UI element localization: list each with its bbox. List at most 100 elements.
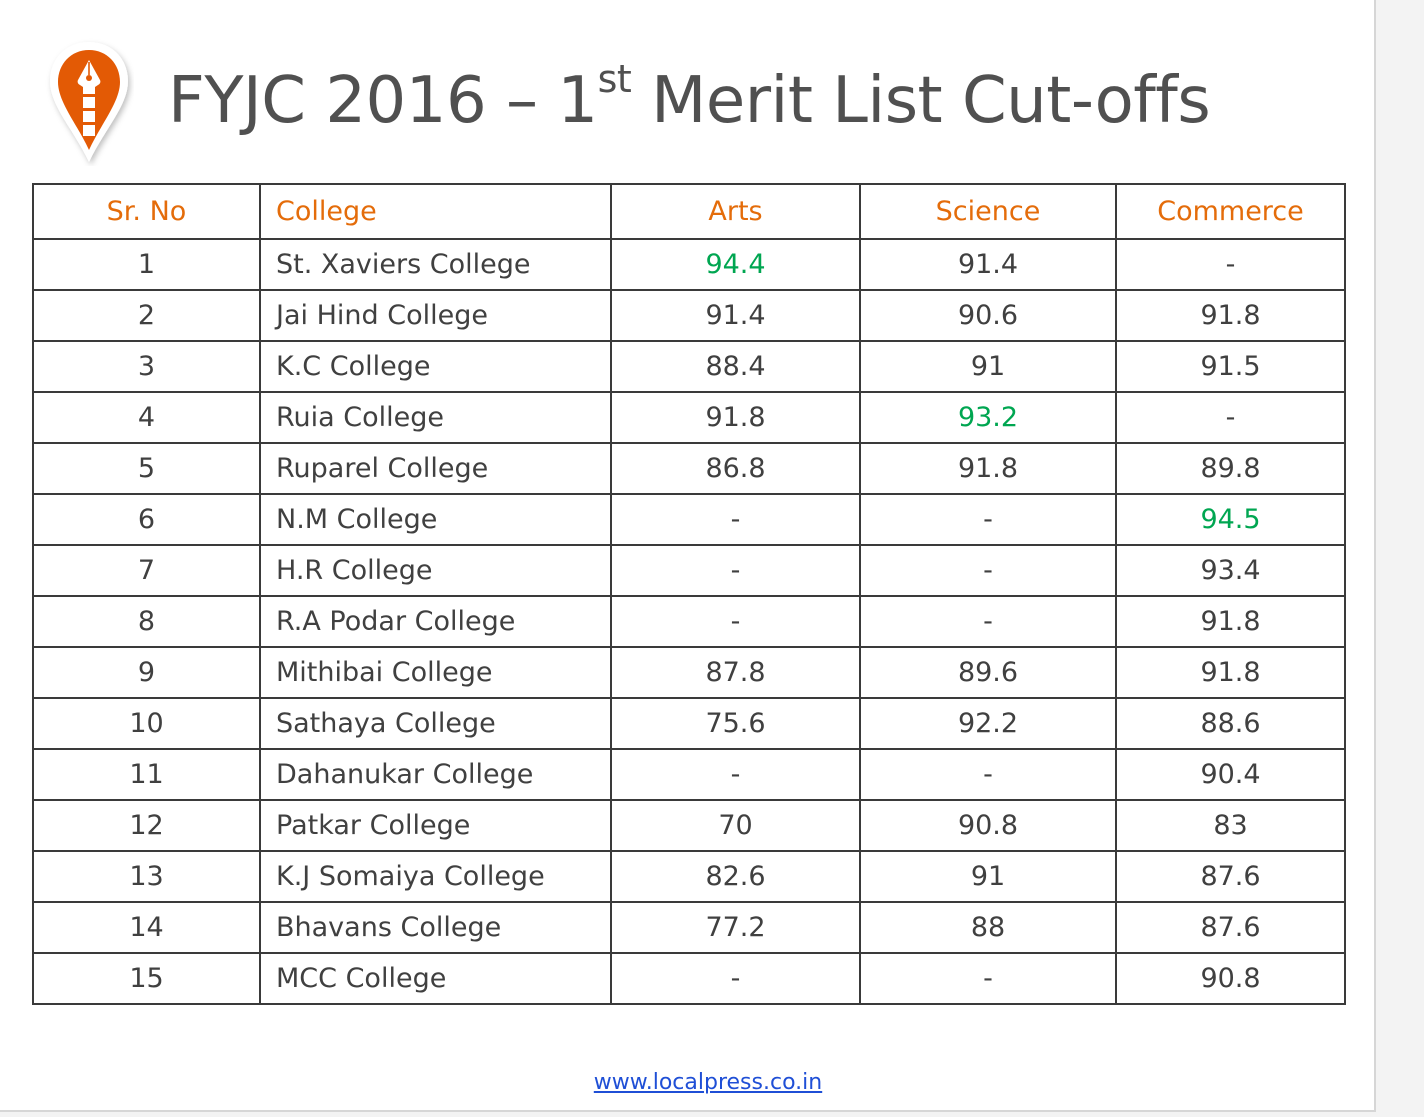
cell-college: Ruia College — [259, 391, 612, 444]
cell-science: - — [859, 952, 1117, 1005]
table-row: 7 H.R College - -93.4 — [32, 544, 1346, 597]
cell-college: Jai Hind College — [259, 289, 612, 342]
cell-arts: - — [610, 493, 861, 546]
table-row: 6 N.M College - -94.5 — [32, 493, 1346, 546]
cell-sr-no: 9 — [32, 646, 261, 699]
page-title: FYJC 2016 – 1st Merit List Cut-offs — [168, 56, 1211, 146]
cell-sr-no: 5 — [32, 442, 261, 495]
location-pin-pen-logo-icon — [50, 42, 128, 162]
cell-science: - — [859, 544, 1117, 597]
cell-commerce: 91.8 — [1115, 289, 1346, 342]
cell-sr-no: 10 — [32, 697, 261, 750]
cell-college: Mithibai College — [259, 646, 612, 699]
cell-commerce: 89.8 — [1115, 442, 1346, 495]
cell-science: 91 — [859, 850, 1117, 903]
cell-science: 91.4 — [859, 238, 1117, 291]
cell-science: 89.6 — [859, 646, 1117, 699]
header-science: Science — [859, 183, 1117, 240]
cell-arts: 94.4 — [610, 238, 861, 291]
header-arts: Arts — [610, 183, 861, 240]
cell-commerce: 90.8 — [1115, 952, 1346, 1005]
cell-commerce: - — [1115, 391, 1346, 444]
cell-sr-no: 3 — [32, 340, 261, 393]
cell-sr-no: 12 — [32, 799, 261, 852]
cell-sr-no: 13 — [32, 850, 261, 903]
cell-college: N.M College — [259, 493, 612, 546]
cell-arts: - — [610, 748, 861, 801]
cell-sr-no: 1 — [32, 238, 261, 291]
cell-college: Dahanukar College — [259, 748, 612, 801]
cell-commerce: 87.6 — [1115, 901, 1346, 954]
cell-science: - — [859, 493, 1117, 546]
cell-arts: 75.6 — [610, 697, 861, 750]
table-row: 1 St. Xaviers College 94.4 91.4- — [32, 238, 1346, 291]
cell-commerce: 91.5 — [1115, 340, 1346, 393]
table-row: 4 Ruia College 91.8 93.2- — [32, 391, 1346, 444]
table-row: 5 Ruparel College 86.8 91.8 89.8 — [32, 442, 1346, 495]
cell-sr-no: 4 — [32, 391, 261, 444]
cell-arts: 82.6 — [610, 850, 861, 903]
cell-sr-no: 7 — [32, 544, 261, 597]
table-body: 1 St. Xaviers College 94.4 91.4-2 Jai Hind C… — [32, 238, 1346, 1005]
table-row: 14 Bhavans College 77.2 88 87.6 — [32, 901, 1346, 954]
cell-college: K.C College — [259, 340, 612, 393]
header-sr-no: Sr. No — [32, 183, 261, 240]
cell-college: St. Xaviers College — [259, 238, 612, 291]
table-header-row: Sr. No College Arts Science Commerce — [32, 183, 1346, 240]
cell-commerce: 91.8 — [1115, 646, 1346, 699]
cell-commerce: 91.8 — [1115, 595, 1346, 648]
cell-science: - — [859, 748, 1117, 801]
cell-sr-no: 11 — [32, 748, 261, 801]
cell-arts: - — [610, 595, 861, 648]
table-row: 8 R.A Podar College - -91.8 — [32, 595, 1346, 648]
cell-college: Ruparel College — [259, 442, 612, 495]
table-row: 12 Patkar College 70 90.8 83 — [32, 799, 1346, 852]
cell-college: Bhavans College — [259, 901, 612, 954]
cell-college: H.R College — [259, 544, 612, 597]
table-row: 9 Mithibai College 87.8 89.6 91.8 — [32, 646, 1346, 699]
table-row: 15 MCC College - -90.8 — [32, 952, 1346, 1005]
cell-commerce: 83 — [1115, 799, 1346, 852]
header-commerce: Commerce — [1115, 183, 1346, 240]
cell-college: MCC College — [259, 952, 612, 1005]
cell-science: - — [859, 595, 1117, 648]
cell-college: K.J Somaiya College — [259, 850, 612, 903]
cell-science: 90.6 — [859, 289, 1117, 342]
slide: FYJC 2016 – 1st Merit List Cut-offs Sr. … — [0, 0, 1376, 1112]
cell-arts: - — [610, 544, 861, 597]
cell-sr-no: 8 — [32, 595, 261, 648]
cell-commerce: - — [1115, 238, 1346, 291]
cell-arts: 86.8 — [610, 442, 861, 495]
table-row: 3 K.C College 88.4 91 91.5 — [32, 340, 1346, 393]
cell-sr-no: 15 — [32, 952, 261, 1005]
table-row: 2 Jai Hind College 91.4 90.6 91.8 — [32, 289, 1346, 342]
cell-college: R.A Podar College — [259, 595, 612, 648]
cell-science: 93.2 — [859, 391, 1117, 444]
cell-science: 92.2 — [859, 697, 1117, 750]
cell-commerce: 88.6 — [1115, 697, 1346, 750]
source-link[interactable]: www.localpress.co.in — [593, 1070, 823, 1095]
cell-science: 88 — [859, 901, 1117, 954]
cutoff-table: Sr. No College Arts Science Commerce 1 St… — [32, 183, 1346, 1005]
cell-arts: 91.4 — [610, 289, 861, 342]
title-rest: Merit List Cut-offs — [631, 64, 1211, 138]
cell-commerce: 87.6 — [1115, 850, 1346, 903]
cell-college: Patkar College — [259, 799, 612, 852]
cell-science: 91.8 — [859, 442, 1117, 495]
cell-commerce: 94.5 — [1115, 493, 1346, 546]
title-superscript: st — [597, 56, 632, 101]
title-main: FYJC 2016 – 1 — [168, 64, 598, 138]
header-college: College — [259, 183, 612, 240]
cell-arts: 87.8 — [610, 646, 861, 699]
cell-sr-no: 2 — [32, 289, 261, 342]
table-row: 13 K.J Somaiya College 82.6 91 87.6 — [32, 850, 1346, 903]
cell-sr-no: 14 — [32, 901, 261, 954]
table-row: 11 Dahanukar College - -90.4 — [32, 748, 1346, 801]
cell-arts: 70 — [610, 799, 861, 852]
cell-arts: 91.8 — [610, 391, 861, 444]
cell-arts: 77.2 — [610, 901, 861, 954]
cell-arts: 88.4 — [610, 340, 861, 393]
table-row: 10 Sathaya College 75.6 92.2 88.6 — [32, 697, 1346, 750]
cell-arts: - — [610, 952, 861, 1005]
cell-science: 90.8 — [859, 799, 1117, 852]
